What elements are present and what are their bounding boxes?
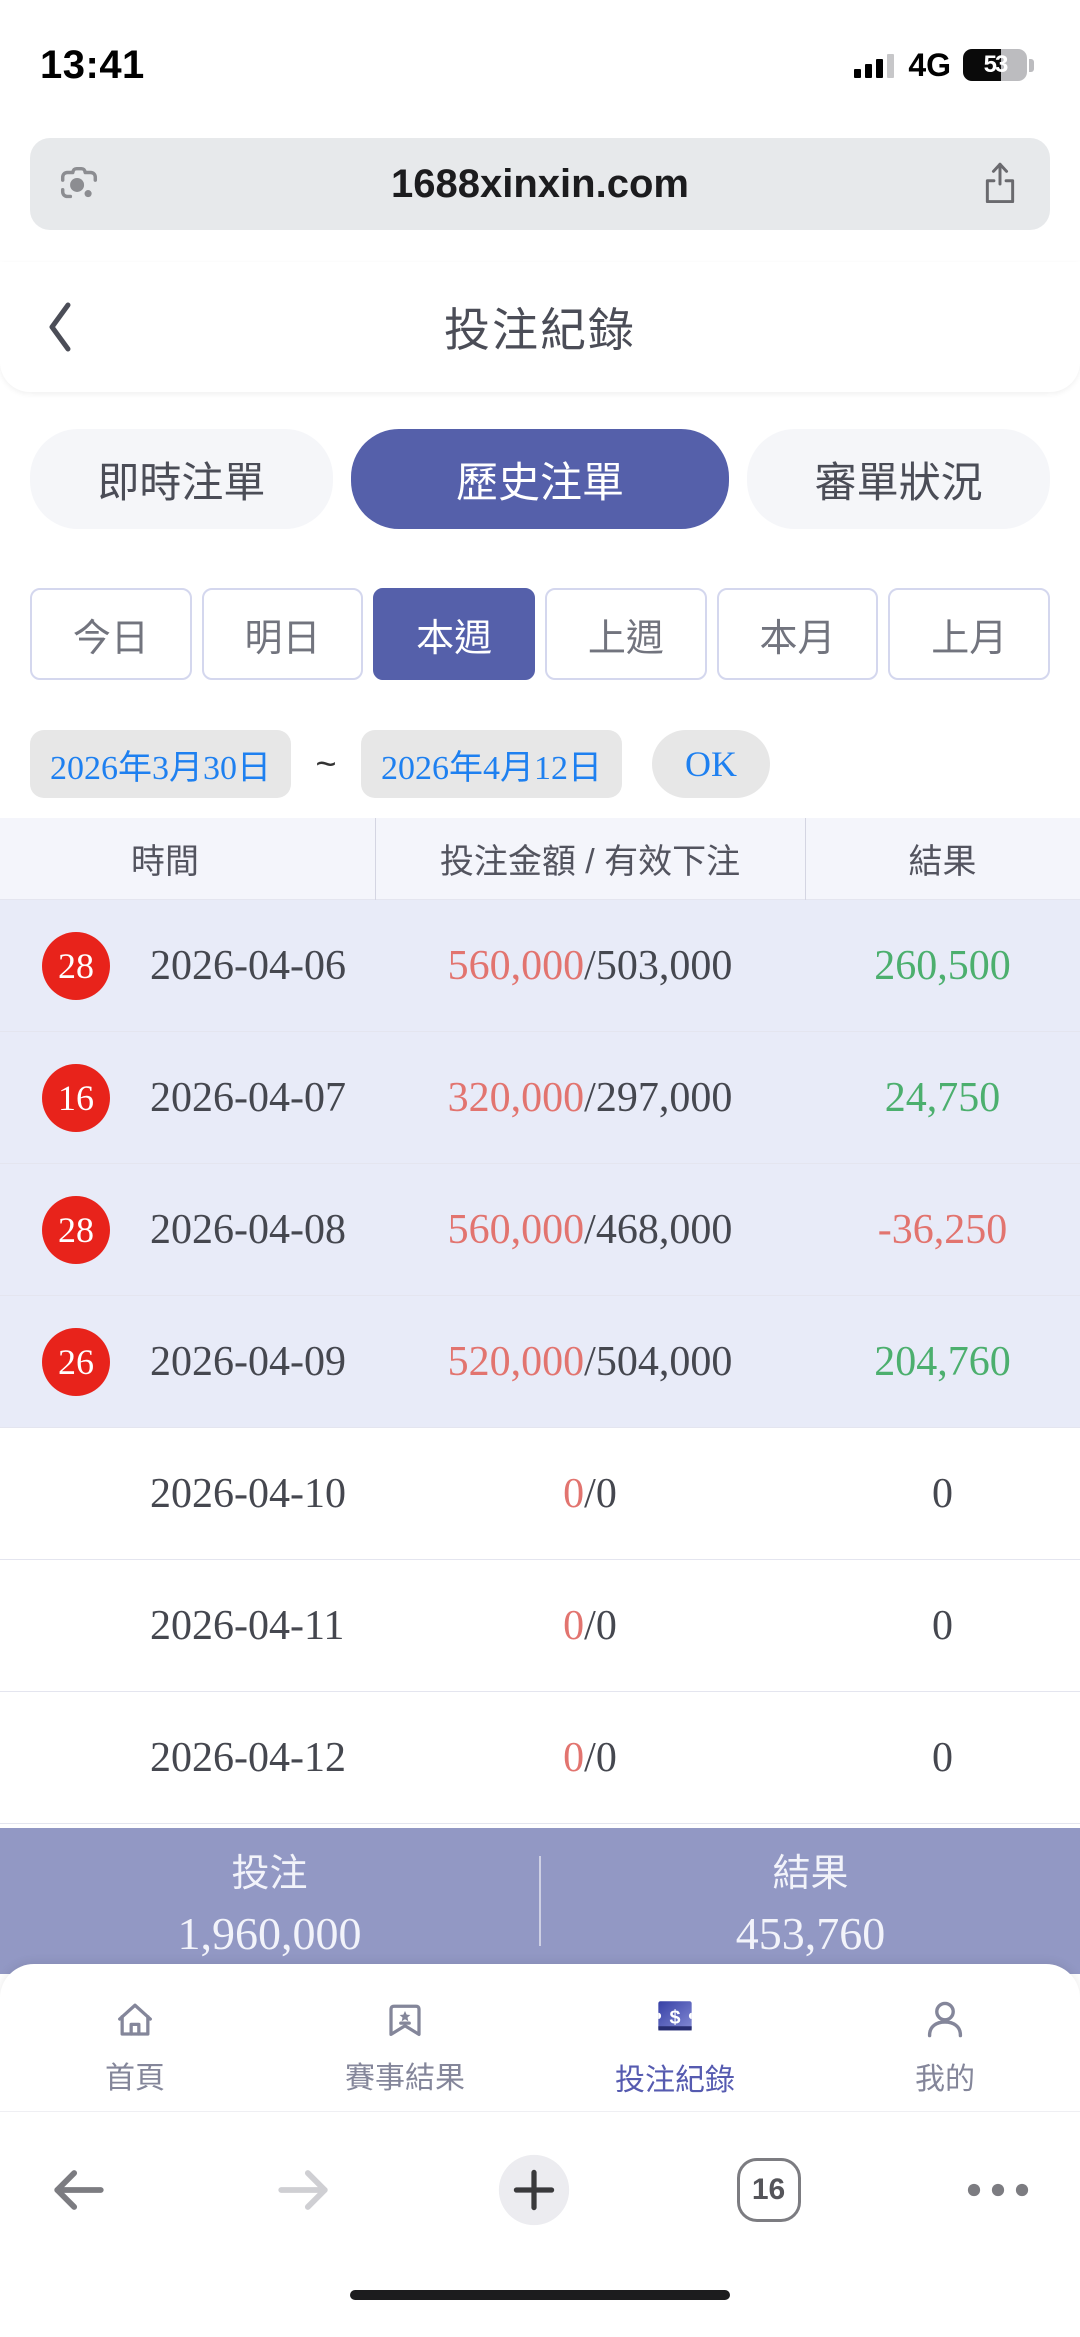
svg-text:$: $ xyxy=(669,2006,680,2028)
